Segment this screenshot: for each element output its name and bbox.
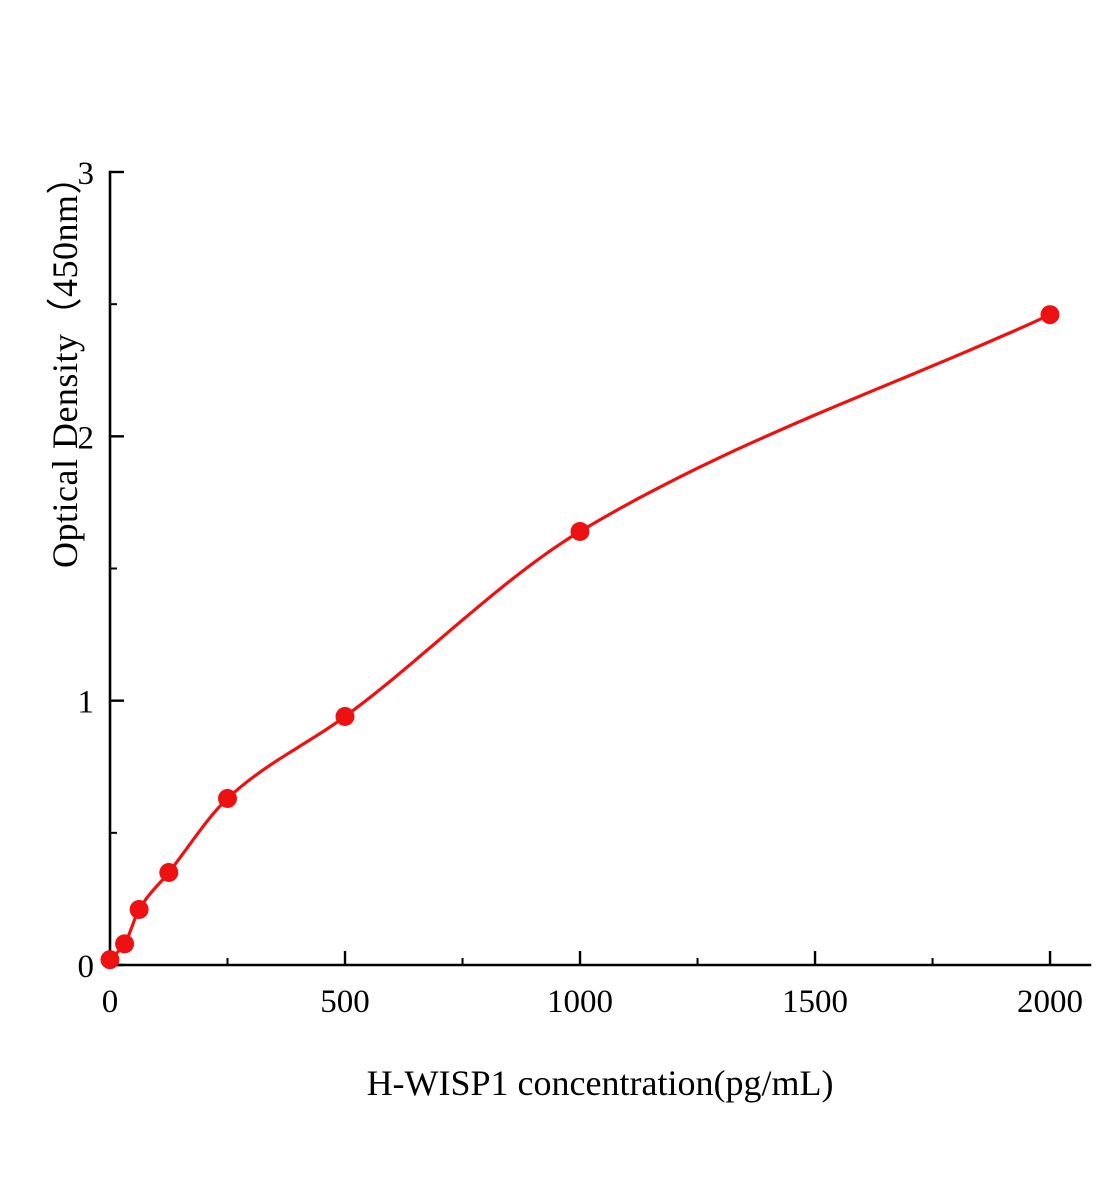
data-point: [100, 950, 120, 970]
data-point: [115, 934, 135, 954]
data-point: [159, 863, 179, 882]
data-point: [218, 789, 237, 808]
x-tick-label: 2000: [1017, 984, 1083, 1020]
y-tick-label: 3: [78, 156, 95, 192]
x-tick-label: 1000: [547, 984, 613, 1020]
y-tick-label: 0: [78, 949, 95, 985]
y-tick-label: 1: [78, 685, 95, 721]
x-tick-label: 0: [102, 984, 119, 1020]
x-axis-title: H-WISP1 concentration(pg/mL): [366, 1063, 834, 1103]
x-tick-label: 1500: [782, 984, 848, 1020]
fit-curve: [108, 313, 1052, 962]
data-point: [1040, 305, 1060, 325]
data-point: [129, 900, 149, 919]
y-tick-label: 2: [78, 420, 95, 456]
data-point: [335, 707, 355, 726]
data-point: [570, 522, 590, 541]
x-tick-label: 500: [320, 984, 370, 1020]
axis-lines: [108, 170, 1092, 967]
